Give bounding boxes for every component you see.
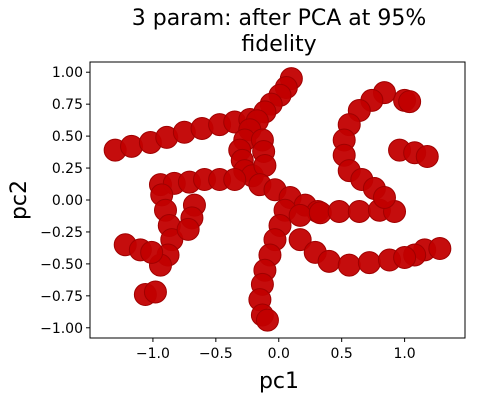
x-tick-label: −1.0 — [136, 346, 170, 362]
point — [288, 203, 312, 227]
point — [223, 168, 247, 192]
y-tick-label: 1.00 — [52, 65, 83, 81]
point — [143, 280, 167, 304]
point — [357, 251, 381, 275]
y-tick-label: −1.00 — [40, 321, 83, 337]
point — [347, 200, 371, 223]
point — [253, 154, 277, 177]
point — [327, 200, 351, 223]
y-tick-label: 0.75 — [52, 97, 83, 113]
point — [317, 249, 341, 273]
point — [393, 246, 417, 269]
point — [140, 240, 164, 264]
point — [415, 145, 439, 169]
point — [337, 253, 361, 277]
x-tick-label: −0.5 — [199, 346, 233, 362]
point — [255, 308, 279, 332]
x-tick-label: 1.0 — [393, 346, 415, 362]
y-tick-label: 0.25 — [52, 161, 83, 177]
y-tick-label: −0.50 — [40, 257, 83, 273]
point — [428, 237, 452, 261]
y-tick-label: 0.50 — [52, 129, 83, 145]
y-tick-label: −0.25 — [40, 225, 83, 241]
point — [372, 185, 396, 209]
point — [120, 134, 144, 158]
point — [288, 228, 312, 252]
chart-title: 3 param: after PCA at 95% fidelity — [131, 6, 427, 57]
x-tick-label: 0.0 — [268, 346, 290, 362]
x-axis-label: pc1 — [259, 369, 299, 394]
point — [398, 90, 422, 114]
point — [176, 217, 200, 241]
y-axis-label: pc2 — [7, 180, 32, 220]
x-tick-label: 0.5 — [331, 346, 353, 362]
y-tick-label: 0.00 — [52, 193, 83, 209]
y-tick-label: −0.75 — [40, 289, 83, 305]
